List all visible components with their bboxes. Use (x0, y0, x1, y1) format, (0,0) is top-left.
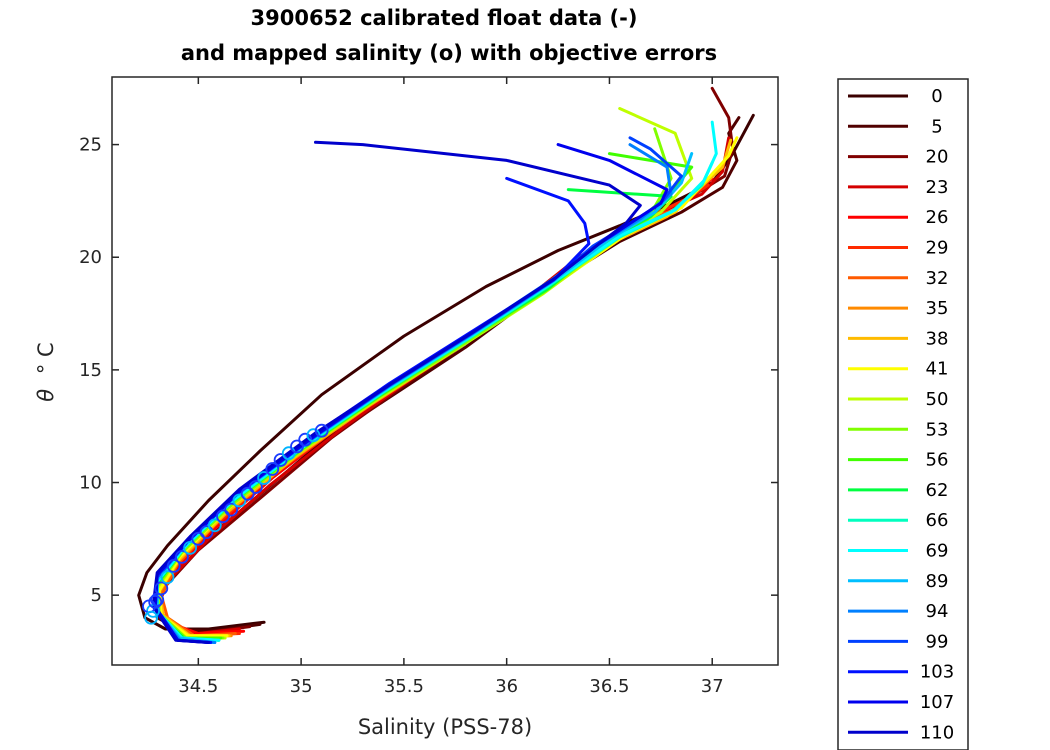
x-axis-label: Salinity (PSS-78) (358, 715, 532, 739)
legend-label-66: 66 (926, 510, 949, 531)
mapped-salinity-point (298, 432, 313, 447)
legend-label-62: 62 (926, 480, 949, 501)
series-line-107 (153, 143, 669, 644)
mapped-salinity-point (314, 423, 329, 438)
legend-label-89: 89 (926, 571, 949, 592)
y-axis-label-unit: ° C (34, 342, 58, 374)
mapped-salinity-point (174, 550, 189, 564)
series-line-53 (155, 127, 673, 640)
series-line-56 (155, 152, 694, 640)
chart-title-line2: and mapped salinity (o) with objective e… (181, 41, 717, 65)
mapped-salinity-point (265, 462, 280, 476)
x-tick-label: 35 (290, 676, 313, 697)
legend-label-20: 20 (926, 147, 949, 168)
y-tick-label: 5 (91, 585, 102, 606)
legend-label-41: 41 (926, 359, 949, 380)
mapped-salinity-point (224, 502, 239, 517)
y-tick-label: 20 (79, 247, 102, 268)
mapped-salinity-point (199, 525, 214, 539)
legend-label-53: 53 (926, 419, 949, 440)
mapped-salinity-point (273, 453, 288, 467)
series-line-110 (151, 140, 642, 644)
legend-label-99: 99 (926, 631, 949, 652)
legend: 0 5 20 23 26 29 32 35 38 41 50 53 56 62 66 69 89 94 99 103 1… (848, 86, 954, 743)
legend-label-38: 38 (926, 328, 949, 349)
series-line-89 (155, 152, 694, 644)
legend-box (837, 78, 969, 750)
legend-label-50: 50 (926, 389, 949, 410)
mapped-salinity-point (144, 610, 159, 625)
mapped-salinity-point (183, 541, 198, 555)
y-tick-label: 15 (79, 360, 102, 381)
mapped-salinity-point (160, 570, 175, 584)
axis-ticks: 34.5 35 35.5 36 36.5 37 5 10 15 20 25 (79, 77, 778, 697)
legend-label-69: 69 (926, 541, 949, 562)
mapped-salinity-point (207, 518, 222, 533)
legend-label-23: 23 (926, 177, 949, 198)
y-axis-label-symbol: θ (34, 389, 58, 402)
mapped-salinity-point (257, 471, 272, 485)
plot-area (137, 86, 755, 644)
x-tick-label: 35.5 (384, 676, 424, 697)
mapped-salinity-point (240, 486, 255, 501)
legend-label-35: 35 (926, 298, 949, 319)
mapped-salinity-point (281, 446, 296, 461)
series-line-29 (155, 183, 710, 638)
legend-label-5: 5 (931, 116, 942, 137)
legend-label-29: 29 (926, 238, 949, 259)
legend-label-32: 32 (926, 268, 949, 289)
series-line-99 (153, 136, 683, 644)
legend-label-110: 110 (920, 722, 954, 743)
y-tick-label: 10 (79, 473, 102, 494)
mapped-salinity-point (191, 531, 206, 546)
x-tick-label: 36 (495, 676, 518, 697)
x-tick-label: 36.5 (589, 676, 629, 697)
mapped-salinity-point (232, 493, 247, 508)
series-line-0 (137, 113, 755, 631)
x-tick-label: 34.5 (178, 676, 218, 697)
series-line-32 (159, 206, 683, 638)
chart-title-line1: 3900652 calibrated float data (-) (251, 6, 638, 30)
series-line-26 (155, 176, 714, 635)
legend-label-56: 56 (926, 450, 949, 471)
mapped-salinity-point (216, 509, 230, 524)
mapped-salinity-point (154, 581, 169, 596)
mapped-salinity-point (306, 428, 321, 443)
mapped-salinity-point (166, 559, 181, 573)
svg-text:θ ° C: θ ° C (34, 342, 58, 401)
legend-label-94: 94 (926, 601, 949, 622)
legend-label-107: 107 (920, 692, 954, 713)
legend-label-0: 0 (931, 86, 942, 107)
mapped-salinity-point (248, 480, 263, 494)
series-line-23 (155, 136, 731, 635)
series-line-94 (153, 143, 673, 644)
x-tick-label: 37 (701, 676, 724, 697)
mapped-salinity-point (290, 439, 304, 454)
y-tick-label: 25 (79, 135, 102, 156)
y-axis-label: θ ° C (34, 342, 58, 401)
mapped-salinity-point (148, 595, 163, 609)
legend-label-103: 103 (920, 662, 954, 683)
axes-box (111, 76, 779, 666)
legend-label-26: 26 (926, 207, 949, 228)
series-line-35 (157, 199, 685, 638)
